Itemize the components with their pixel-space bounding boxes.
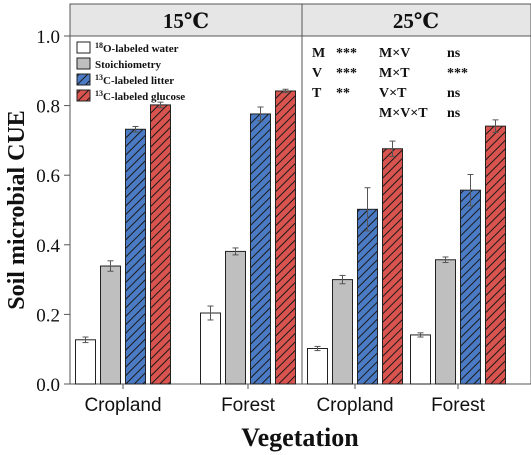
legend-label-2: 13C-labeled litter	[95, 73, 174, 87]
x-tick-label: Cropland	[84, 395, 161, 416]
bar-25℃-Cropland-s0	[307, 348, 328, 385]
legend-swatch-3	[76, 89, 91, 102]
legend-swatch-2	[76, 73, 91, 86]
legend-swatch-0	[76, 41, 91, 54]
bar-25℃-Cropland-s1	[332, 279, 353, 385]
annot-term: V×T	[379, 86, 407, 101]
y-tick-label: 1.0	[36, 27, 60, 48]
legend-label-3: 13C-labeled glucose	[95, 89, 185, 103]
annot-term: V	[312, 66, 322, 81]
annot-sig: **	[336, 86, 350, 101]
legend-name: O-labeled water	[103, 43, 179, 55]
annot-term: T	[312, 86, 322, 101]
bar-15℃-Forest-s0	[200, 312, 221, 385]
legend: 18O-labeled water Stoichiometry 13C-labele…	[76, 41, 185, 103]
annot-sig: ***	[447, 66, 468, 81]
annot-sig: ***	[336, 66, 357, 81]
bar-15℃-Forest-s3	[275, 90, 296, 385]
y-tick-label: 0.8	[36, 97, 60, 118]
annot-term: M×V	[379, 46, 410, 61]
x-tick-label: Forest	[221, 395, 276, 416]
legend-sup: 13	[95, 73, 103, 82]
annot-term: M	[312, 46, 325, 61]
x-tick-label: Cropland	[316, 395, 393, 416]
bars-layer	[75, 88, 506, 385]
legend-name: Stoichiometry	[95, 59, 161, 71]
bar-25℃-Forest-s2	[460, 189, 481, 385]
legend-sup: 13	[95, 89, 103, 98]
y-axis: 0.0 0.2 0.4 0.6 0.8 1.0	[36, 27, 70, 396]
y-tick-label: 0.2	[36, 305, 60, 326]
bar-15℃-Cropland-s3	[150, 104, 171, 385]
bar-25℃-Cropland-s3	[382, 148, 403, 385]
panel-title-25: 25℃	[393, 9, 439, 33]
y-tick-label: 0.0	[36, 375, 60, 396]
y-axis-title: Soil microbial CUE	[4, 110, 30, 310]
significance-annotations: M *** V *** T ** M×V ns M×T *** V×T ns M×V×T ns	[312, 46, 468, 121]
annot-sig: ns	[447, 46, 461, 61]
annot-sig: ***	[336, 46, 357, 61]
x-tick-label: Forest	[431, 395, 486, 416]
legend-label-1: Stoichiometry	[95, 59, 161, 71]
legend-sup: 18	[95, 41, 103, 50]
y-tick-label: 0.4	[36, 236, 60, 257]
panel-title-15: 15℃	[163, 9, 209, 33]
y-tick-label: 0.6	[36, 166, 60, 187]
bar-15℃-Cropland-s1	[100, 265, 121, 385]
legend-swatch-1	[76, 57, 91, 70]
legend-label-0: 18O-labeled water	[95, 41, 179, 55]
panel-header-strip	[69, 3, 531, 37]
x-axis-title: Vegetation	[241, 423, 359, 452]
bar-15℃-Forest-s2	[250, 113, 271, 385]
bar-25℃-Forest-s3	[485, 125, 506, 385]
bar-15℃-Cropland-s0	[75, 339, 96, 385]
bar-15℃-Forest-s1	[225, 250, 246, 385]
legend-name: C-labeled glucose	[103, 91, 185, 103]
bar-25℃-Forest-s0	[410, 334, 431, 385]
bar-25℃-Cropland-s2	[357, 208, 378, 385]
annot-sig: ns	[447, 106, 461, 121]
annot-sig: ns	[447, 86, 461, 101]
legend-name: C-labeled litter	[103, 75, 174, 87]
x-axis: Cropland Forest Cropland Forest	[84, 384, 486, 416]
bar-25℃-Forest-s1	[435, 259, 456, 385]
annot-term: M×T	[379, 66, 410, 81]
annot-term: M×V×T	[379, 106, 428, 121]
bar-15℃-Cropland-s2	[125, 128, 146, 385]
